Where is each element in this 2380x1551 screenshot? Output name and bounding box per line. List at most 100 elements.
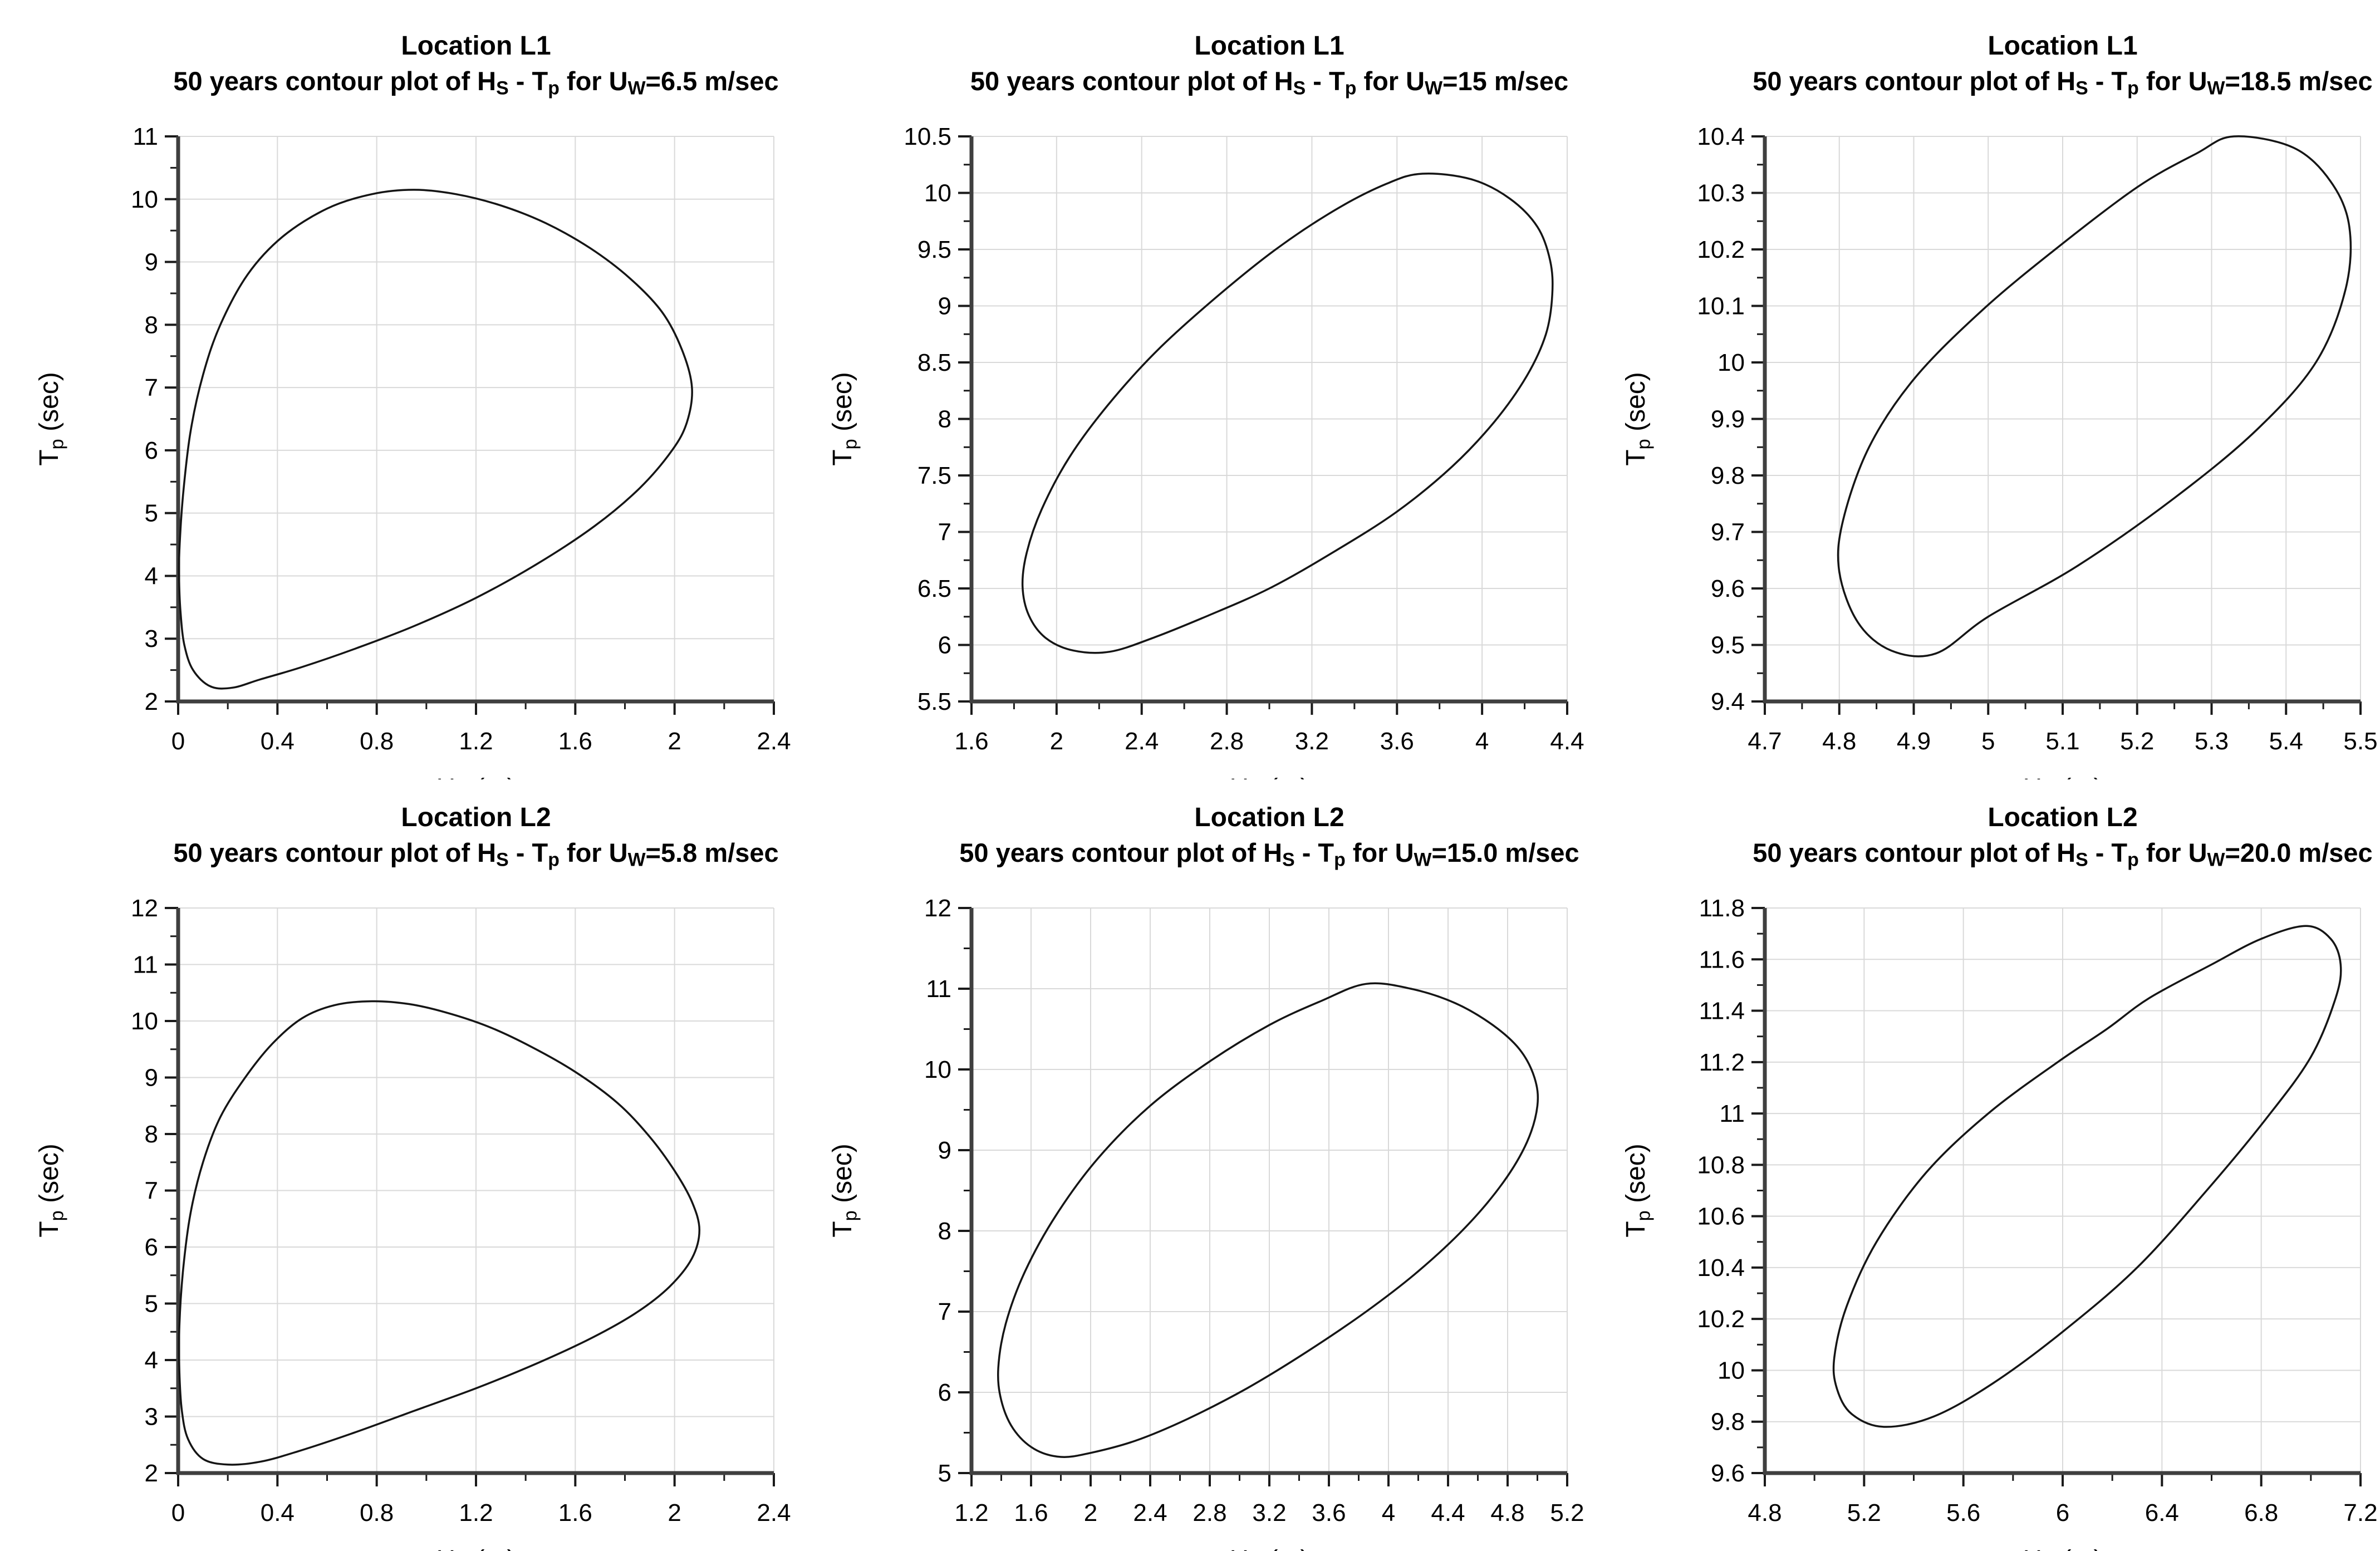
svg-text:10: 10 <box>131 1008 158 1035</box>
svg-text:Tp (sec): Tp (sec) <box>828 1144 861 1238</box>
svg-text:2: 2 <box>145 1460 158 1487</box>
svg-text:4.9: 4.9 <box>1897 728 1931 755</box>
svg-text:10.3: 10.3 <box>1697 180 1745 207</box>
svg-text:6: 6 <box>145 1234 158 1261</box>
svg-text:1.6: 1.6 <box>1014 1499 1048 1527</box>
svg-text:11.6: 11.6 <box>1699 946 1745 974</box>
plot-location-title: Location L2 <box>1988 803 2138 832</box>
svg-text:4.4: 4.4 <box>1550 728 1584 755</box>
plot-subtitle: 50 years contour plot of HS - Tp for UW=… <box>1753 66 2373 99</box>
contour-plot-l1-uw6p5: Location L1 50 years contour plot of HS … <box>0 0 793 779</box>
svg-text:5.3: 5.3 <box>2195 728 2229 755</box>
svg-text:Tp (sec): Tp (sec) <box>1621 372 1655 467</box>
hs-tp-contour-canvas: 0 0.4 0.8 1.2 1.6 2 2.4 2 3 4 5 6 7 8 9 10 11 12 HS (m) Tp … <box>35 895 791 1551</box>
svg-text:5.2: 5.2 <box>1847 1499 1881 1527</box>
svg-text:7: 7 <box>938 1298 951 1326</box>
svg-text:HS (m): HS (m) <box>436 1545 516 1551</box>
svg-text:9.5: 9.5 <box>1711 632 1745 659</box>
svg-text:1.6: 1.6 <box>954 728 988 755</box>
svg-text:2.8: 2.8 <box>1210 728 1244 755</box>
svg-text:10: 10 <box>1717 1357 1745 1385</box>
svg-text:6: 6 <box>938 1379 951 1406</box>
svg-text:4.8: 4.8 <box>1490 1499 1524 1527</box>
svg-text:2: 2 <box>668 1499 681 1527</box>
svg-text:10.2: 10.2 <box>1697 1306 1745 1333</box>
svg-text:Tp (sec): Tp (sec) <box>1621 1144 1655 1238</box>
svg-text:0: 0 <box>171 728 185 755</box>
svg-text:11: 11 <box>926 975 951 1003</box>
svg-text:11: 11 <box>133 951 158 979</box>
plot-title-block: Location L1 50 years contour plot of HS … <box>0 29 793 106</box>
svg-text:0.4: 0.4 <box>261 728 295 755</box>
svg-text:5.5: 5.5 <box>917 688 951 715</box>
svg-text:9.7: 9.7 <box>1711 519 1745 546</box>
svg-text:0.8: 0.8 <box>360 1499 394 1527</box>
svg-text:7: 7 <box>938 519 951 546</box>
plot-title-block: Location L2 50 years contour plot of HS … <box>0 801 793 877</box>
plot-title-block: Location L2 50 years contour plot of HS … <box>793 801 1587 877</box>
svg-text:4: 4 <box>145 563 158 590</box>
svg-text:9.8: 9.8 <box>1711 1408 1745 1436</box>
svg-text:5.1: 5.1 <box>2045 728 2079 755</box>
svg-text:1.6: 1.6 <box>558 1499 592 1527</box>
plot-location-title: Location L2 <box>1194 803 1344 832</box>
svg-text:5: 5 <box>1981 728 1995 755</box>
svg-text:0.4: 0.4 <box>261 1499 295 1527</box>
svg-text:2: 2 <box>668 728 681 755</box>
svg-text:11.4: 11.4 <box>1699 998 1745 1025</box>
svg-text:9.9: 9.9 <box>1711 406 1745 433</box>
plot-subtitle: 50 years contour plot of HS - Tp for UW=… <box>1753 838 2373 871</box>
svg-text:2.4: 2.4 <box>1125 728 1159 755</box>
svg-text:2.4: 2.4 <box>757 1499 791 1527</box>
svg-text:12: 12 <box>924 895 951 922</box>
svg-text:3: 3 <box>145 1403 158 1431</box>
svg-text:2: 2 <box>145 688 158 715</box>
svg-text:10.4: 10.4 <box>1697 123 1745 150</box>
svg-text:4: 4 <box>145 1347 158 1374</box>
svg-text:HS (m): HS (m) <box>2023 774 2102 779</box>
svg-text:3.6: 3.6 <box>1312 1499 1346 1527</box>
svg-text:10.1: 10.1 <box>1697 293 1745 320</box>
svg-text:Tp (sec): Tp (sec) <box>828 372 861 467</box>
svg-text:5.2: 5.2 <box>2120 728 2154 755</box>
hs-tp-contour-canvas: 4.7 4.8 4.9 5 5.1 5.2 5.3 5.4 5.5 9.4 9.5 9.6 9.7 9.8… <box>1621 123 2378 779</box>
svg-text:0.8: 0.8 <box>360 728 394 755</box>
svg-text:9.8: 9.8 <box>1711 462 1745 489</box>
svg-text:5.5: 5.5 <box>2343 728 2377 755</box>
svg-text:1.6: 1.6 <box>558 728 592 755</box>
svg-text:10: 10 <box>924 180 951 207</box>
svg-text:5: 5 <box>145 1290 158 1318</box>
svg-text:10.8: 10.8 <box>1697 1152 1745 1179</box>
plot-title-block: Location L1 50 years contour plot of HS … <box>793 29 1587 106</box>
svg-text:11: 11 <box>133 123 158 150</box>
svg-text:8: 8 <box>938 406 951 433</box>
svg-text:11: 11 <box>1719 1101 1745 1128</box>
svg-text:2: 2 <box>1050 728 1063 755</box>
svg-text:7.2: 7.2 <box>2343 1499 2377 1527</box>
svg-text:9: 9 <box>938 293 951 320</box>
svg-text:10: 10 <box>131 186 158 213</box>
plot-location-title: Location L1 <box>401 31 551 61</box>
svg-text:10: 10 <box>1717 349 1745 376</box>
svg-text:2: 2 <box>1084 1499 1097 1527</box>
svg-text:11.8: 11.8 <box>1699 895 1745 922</box>
svg-text:3.2: 3.2 <box>1295 728 1329 755</box>
hs-tp-contour-canvas: 1.6 2 2.4 2.8 3.2 3.6 4 4.4 5.5 6 6.5 7 7.5 8 8.5 9 9.5 1… <box>828 123 1584 779</box>
contour-plot-l2-uw15p0: Location L2 50 years contour plot of HS … <box>793 772 1587 1551</box>
svg-text:0: 0 <box>171 1499 185 1527</box>
svg-text:8: 8 <box>938 1218 951 1245</box>
svg-text:9.6: 9.6 <box>1711 575 1745 602</box>
svg-text:10.4: 10.4 <box>1697 1254 1745 1282</box>
plot-title-block: Location L2 50 years contour plot of HS … <box>1587 801 2380 877</box>
svg-text:6.4: 6.4 <box>2145 1499 2179 1527</box>
svg-text:10.2: 10.2 <box>1697 236 1745 263</box>
svg-text:6: 6 <box>145 437 158 464</box>
svg-text:5: 5 <box>145 500 158 527</box>
svg-text:6: 6 <box>938 632 951 659</box>
plot-subtitle: 50 years contour plot of HS - Tp for UW=… <box>970 66 1569 99</box>
svg-text:10.5: 10.5 <box>904 123 951 150</box>
svg-text:HS (m): HS (m) <box>1229 1545 1309 1551</box>
contour-plot-l2-uw5p8: Location L2 50 years contour plot of HS … <box>0 772 793 1551</box>
svg-text:1.2: 1.2 <box>459 728 493 755</box>
